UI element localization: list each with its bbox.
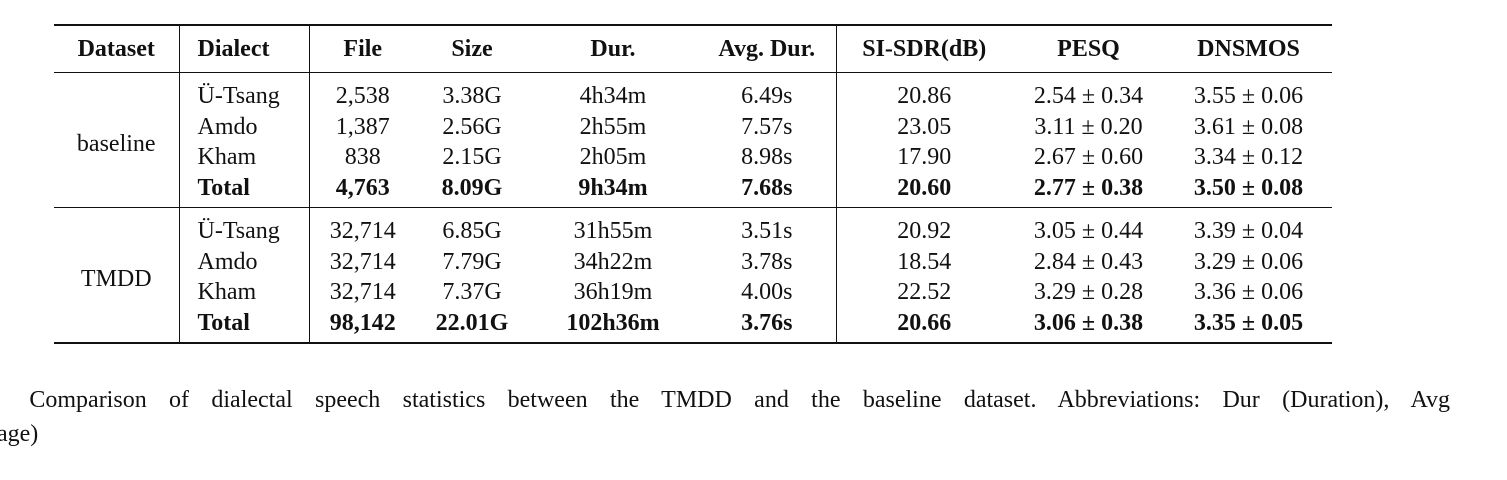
file-cell: 32,714: [329, 248, 396, 275]
avg-duration-cell: 7.68s: [698, 172, 837, 208]
pesq-cell: 3.05 ± 0.44: [1012, 207, 1165, 247]
table-caption: 3: Comparison of dialectal speech statis…: [0, 384, 1450, 416]
dnsmos-cell: 3.34 ± 0.12: [1193, 144, 1304, 171]
size-cell: 3.38G: [442, 83, 502, 110]
table-header-row: Dataset Dialect File Size Dur. Avg. Dur.…: [54, 25, 1332, 73]
dialect-cell: Ü-Tsang: [179, 72, 310, 112]
avg-duration-cell: 7.57s: [698, 111, 837, 142]
header-si-sdr: SI-SDR(dB): [862, 36, 987, 62]
si-sdr-cell: 20.66: [897, 309, 952, 336]
duration-cell: 4h34m: [579, 83, 647, 110]
avg-duration-cell: 4.00s: [698, 277, 837, 308]
file-cell: 2,538: [335, 83, 390, 110]
avg-duration-cell: 3.78s: [698, 246, 837, 277]
duration-cell: 2h05m: [579, 144, 647, 171]
size-cell: 6.85G: [416, 207, 528, 247]
header-dnsmos: DNSMOS: [1197, 36, 1300, 62]
avg-duration-cell: 3.51s: [698, 207, 837, 247]
header-avg-duration: Avg. Dur.: [698, 25, 837, 73]
pesq-cell: 2.77 ± 0.38: [1033, 174, 1144, 201]
size-cell: 2.56G: [442, 113, 502, 140]
si-sdr-cell: 23.05: [897, 113, 952, 140]
dialect-cell: Amdo: [179, 111, 310, 142]
duration-cell: 31h55m: [528, 207, 698, 247]
dialect-cell: Amdo: [179, 246, 310, 277]
dialect-cell: Kham: [179, 142, 310, 173]
dialect-cell: Ü-Tsang: [179, 207, 310, 247]
size-cell: 22.01G: [435, 309, 509, 336]
dnsmos-cell: 3.55 ± 0.06: [1193, 83, 1304, 110]
table-row: Amdo 1,387 2.56G 2h55m 7.57s 23.05 3.11 …: [54, 111, 1332, 142]
table-row: TMDD Ü-Tsang 32,714 6.85G 31h55m 3.51s 2…: [54, 207, 1332, 343]
table-row: Kham 838 2.15G 2h05m 8.98s 17.90 2.67 ± …: [54, 142, 1332, 173]
statistics-table-container: Dataset Dialect File Size Dur. Avg. Dur.…: [54, 24, 1332, 344]
dnsmos-cell: 3.36 ± 0.06: [1193, 279, 1304, 306]
dialect-cell: Total: [179, 172, 310, 208]
group-tmdd: TMDD Ü-Tsang 32,714 6.85G 31h55m 3.51s 2…: [54, 207, 1332, 343]
si-sdr-cell: 17.90: [897, 144, 952, 171]
caption-continuation: age): [0, 421, 39, 447]
file-cell: 4,763: [335, 174, 390, 201]
avg-duration-cell: 8.98s: [698, 142, 837, 173]
pesq-cell: 2.84 ± 0.43: [1033, 248, 1144, 275]
pesq-cell: 3.11 ± 0.20: [1034, 113, 1143, 140]
pesq-cell: 3.06 ± 0.38: [1033, 309, 1144, 336]
file-cell: 98,142: [329, 309, 396, 336]
dialect-cell: Kham: [179, 277, 310, 308]
si-sdr-cell: 20.60: [897, 174, 952, 201]
duration-cell: 34h22m: [573, 248, 653, 275]
pesq-cell: 2.54 ± 0.34: [1033, 83, 1144, 110]
duration-cell: 102h36m: [566, 309, 660, 336]
si-sdr-cell: 20.92: [836, 207, 1012, 247]
duration-cell: 2h55m: [579, 113, 647, 140]
table-row: baseline Ü-Tsang 2,538 3.38G 4h34m 6.49s…: [54, 72, 1332, 208]
total-row: Total 98,142 22.01G 102h36m 3.76s 20.66 …: [54, 307, 1332, 343]
dnsmos-cell: 3.39 ± 0.04: [1165, 207, 1332, 247]
header-duration: Dur.: [590, 36, 636, 62]
size-cell: 2.15G: [442, 144, 502, 171]
header-dialect: Dialect: [179, 25, 310, 73]
header-pesq: PESQ: [1057, 36, 1120, 62]
file-cell: 1,387: [335, 113, 390, 140]
dnsmos-cell: 3.35 ± 0.05: [1193, 309, 1304, 336]
dialect-statistics-table: Dataset Dialect File Size Dur. Avg. Dur.…: [54, 24, 1332, 344]
dataset-label: baseline: [54, 72, 180, 208]
size-cell: 7.79G: [442, 248, 502, 275]
header-size: Size: [451, 36, 493, 62]
dnsmos-cell: 3.29 ± 0.06: [1193, 248, 1304, 275]
duration-cell: 9h34m: [578, 174, 648, 201]
caption-text: Comparison of dialectal speech statistic…: [29, 387, 1450, 413]
size-cell: 8.09G: [441, 174, 503, 201]
pesq-cell: 2.67 ± 0.60: [1033, 144, 1144, 171]
dataset-label: TMDD: [54, 207, 180, 343]
dnsmos-cell: 3.61 ± 0.08: [1193, 113, 1304, 140]
si-sdr-cell: 20.86: [897, 83, 952, 110]
file-cell: 32,714: [329, 279, 396, 306]
group-baseline: baseline Ü-Tsang 2,538 3.38G 4h34m 6.49s…: [54, 72, 1332, 208]
header-file: File: [343, 36, 383, 62]
header-dataset: Dataset: [54, 25, 180, 73]
si-sdr-cell: 22.52: [897, 279, 952, 306]
pesq-cell: 3.29 ± 0.28: [1033, 279, 1144, 306]
table-row: Kham 32,714 7.37G 36h19m 4.00s 22.52 3.2…: [54, 277, 1332, 308]
si-sdr-cell: 18.54: [897, 248, 952, 275]
avg-duration-cell: 6.49s: [698, 72, 837, 112]
size-cell: 7.37G: [442, 279, 502, 306]
dialect-cell: Total: [179, 307, 310, 343]
table-row: Amdo 32,714 7.79G 34h22m 3.78s 18.54 2.8…: [54, 246, 1332, 277]
file-cell: 838: [344, 144, 381, 171]
total-row: Total 4,763 8.09G 9h34m 7.68s 20.60 2.77…: [54, 172, 1332, 208]
file-cell: 32,714: [309, 207, 416, 247]
avg-duration-cell: 3.76s: [698, 307, 837, 343]
dnsmos-cell: 3.50 ± 0.08: [1193, 174, 1304, 201]
duration-cell: 36h19m: [573, 279, 653, 306]
